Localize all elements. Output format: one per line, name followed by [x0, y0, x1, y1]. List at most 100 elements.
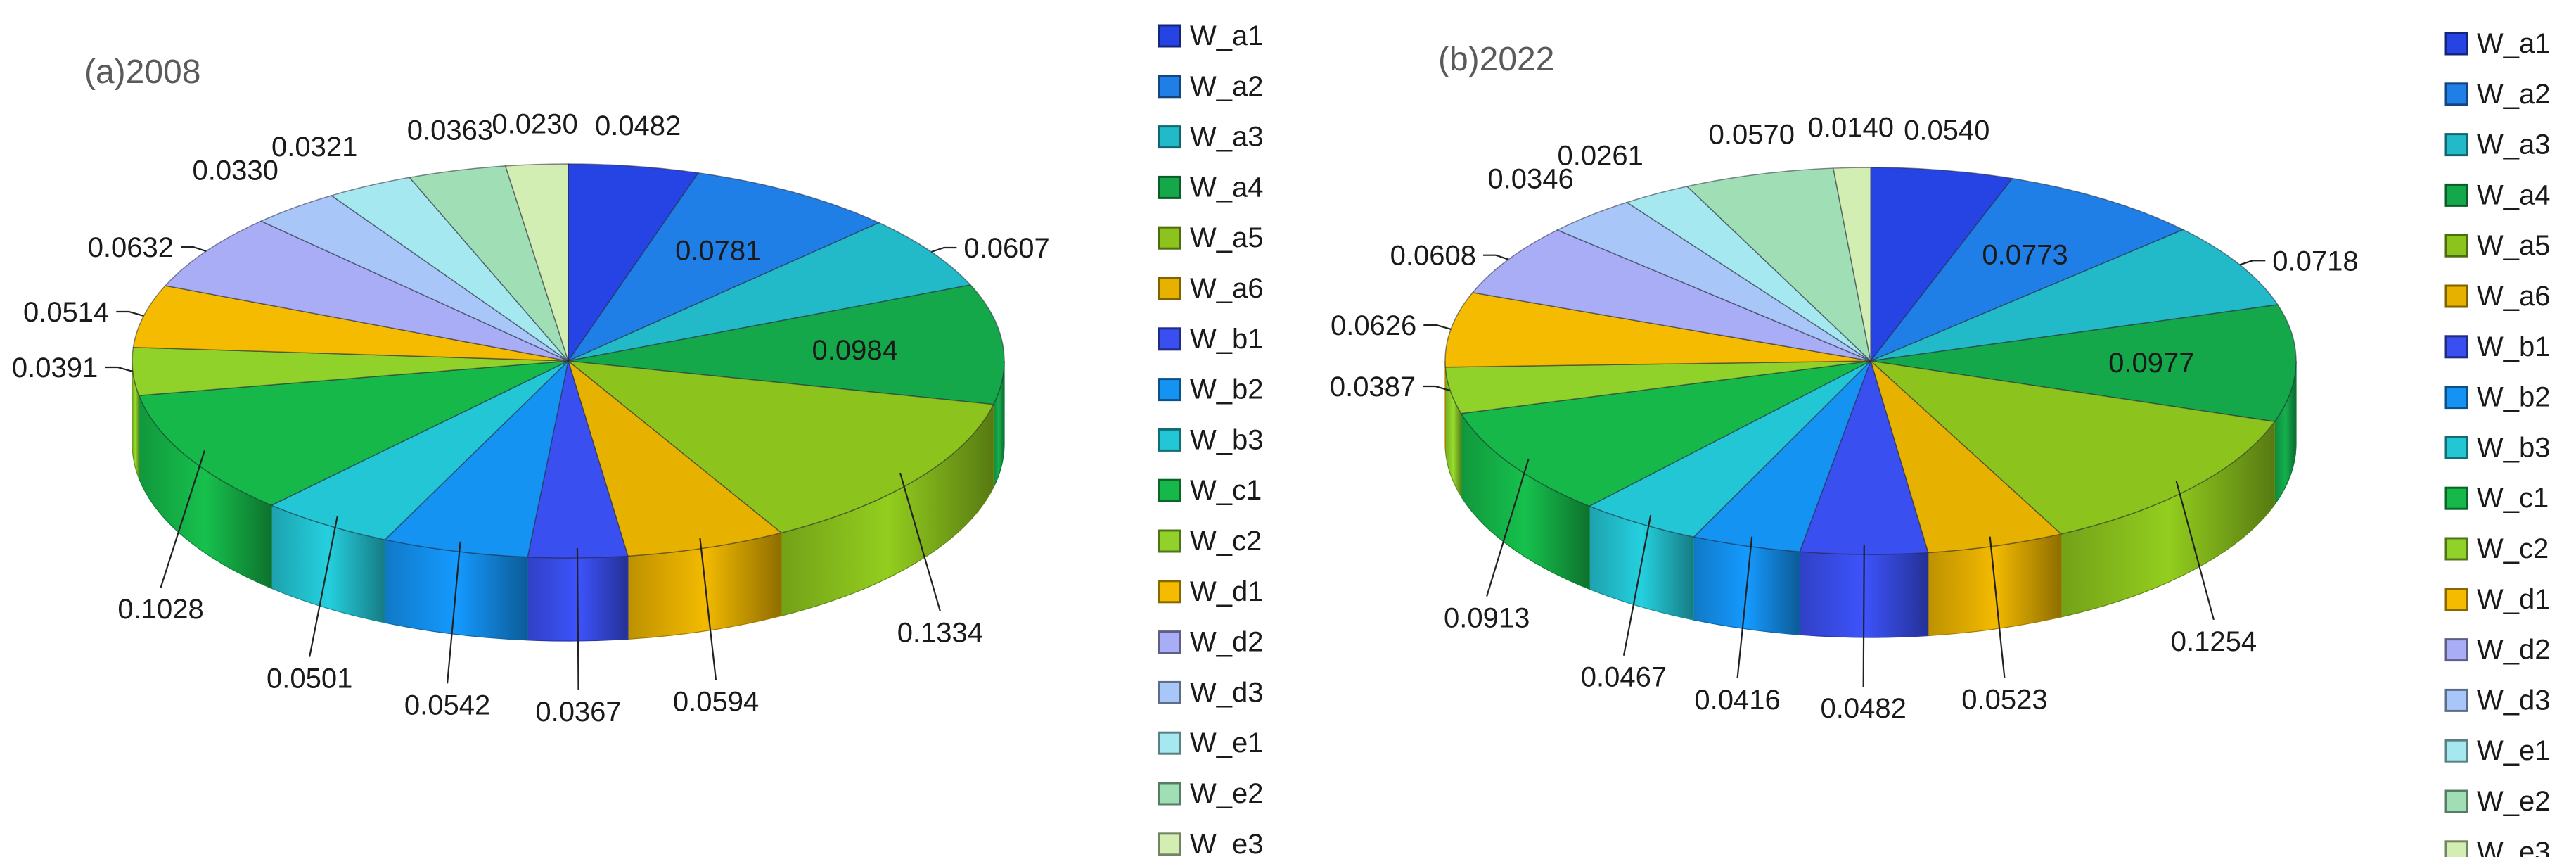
pie-chart-2022: 0.0540 0.0773 0.0718 0.0977 0.1254 0.0523 0.04… — [1330, 28, 2551, 857]
legend-swatch-W_d1 — [1158, 580, 1181, 604]
value-label-W_c2: 0.0391 — [12, 353, 98, 383]
value-label-W_d2: 0.0632 — [88, 232, 174, 263]
legend-label-W_d2: W_d2 — [2477, 635, 2551, 666]
legend-swatch-W_c1 — [1158, 478, 1181, 502]
legend-label-W_e2: W_e2 — [2477, 786, 2551, 817]
value-label-W_b2: 0.0416 — [1694, 685, 1780, 716]
legend-label-W_b3: W_b3 — [1190, 424, 1264, 455]
legend-label-W_e3: W_e3 — [2477, 837, 2551, 857]
pie-slice-W_e3 — [504, 163, 569, 362]
legend-label-W_a3: W_a3 — [1190, 122, 1264, 153]
value-label-W_d3: 0.0346 — [1487, 163, 1573, 194]
value-label-W_e3: 0.0230 — [492, 108, 577, 139]
pie-slice-W_a2 — [1869, 177, 2185, 362]
legend-swatch-W_a1 — [2444, 32, 2468, 56]
value-label-W_e2: 0.0363 — [407, 115, 493, 146]
legend-swatch-W_a4 — [2444, 183, 2468, 207]
value-label-W_e3: 0.0140 — [1808, 112, 1894, 143]
legend-label-W_d1: W_d1 — [1190, 576, 1264, 607]
value-label-W_a6: 0.0523 — [1961, 685, 2047, 716]
value-label-W_a4: 0.0984 — [812, 335, 897, 366]
legend-swatch-W_b3 — [1158, 428, 1181, 452]
legend-swatch-W_e3 — [1158, 832, 1181, 856]
value-labels: 0.0482 0.0781 0.0607 0.0984 0.1334 0.0594 0.03… — [12, 108, 1050, 728]
legend-label-W_b2: W_b2 — [1190, 374, 1264, 405]
chart-title: (b)2022 — [1438, 41, 1554, 78]
leader-line — [1622, 514, 1652, 656]
legend-label-W_a5: W_a5 — [1190, 222, 1264, 253]
pie-slice-W_b2 — [383, 359, 570, 558]
legend: W_a1 W_a2 W_a3 W_a4 W_a5 W_a6 W_b1 W_b2 W_b3 W_c1… — [1158, 20, 1264, 857]
legend-swatch-W_a6 — [1158, 277, 1181, 300]
legend-swatch-W_a6 — [2444, 284, 2468, 308]
legend-swatch-W_d3 — [1158, 680, 1181, 704]
legend-swatch-W_a5 — [1158, 226, 1181, 250]
legend-label-W_c1: W_c1 — [2477, 483, 2549, 514]
legend-swatch-W_d2 — [2444, 638, 2468, 662]
value-label-W_d1: 0.0514 — [23, 297, 109, 328]
value-label-W_d2: 0.0608 — [1390, 241, 1476, 272]
legend: W_a1 W_a2 W_a3 W_a4 W_a5 W_a6 W_b1 W_b2 W_b3 W_c1… — [2444, 28, 2551, 857]
legend-label-W_a4: W_a4 — [2477, 179, 2551, 210]
legend-label-W_a2: W_a2 — [2477, 79, 2551, 110]
legend-swatch-W_e2 — [1158, 782, 1181, 806]
value-label-W_a3: 0.0718 — [2272, 246, 2358, 277]
value-label-W_a1: 0.0540 — [1904, 115, 1989, 146]
leader-line — [1482, 254, 1509, 260]
pie-slice-W_e3 — [1832, 167, 1871, 362]
legend-label-W_d3: W_d3 — [1190, 677, 1264, 708]
legend-label-W_a5: W_a5 — [2477, 230, 2551, 261]
legend-label-W_a3: W_a3 — [2477, 129, 2551, 160]
legend-label-W_b1: W_b1 — [1190, 324, 1264, 355]
value-label-W_c1: 0.1028 — [117, 594, 203, 625]
legend-swatch-W_a1 — [1158, 24, 1181, 48]
legend-swatch-W_a5 — [2444, 234, 2468, 258]
legend-swatch-W_e1 — [1158, 731, 1181, 755]
legend-swatch-W_c2 — [2444, 537, 2468, 561]
pie-slice-W_a4 — [1870, 304, 2297, 423]
value-label-W_e2: 0.0570 — [1709, 120, 1795, 151]
pie-slice-W_a2 — [566, 172, 880, 362]
leader-line — [1989, 536, 2006, 678]
pie-slice-W_c1 — [1460, 360, 1871, 507]
legend-swatch-W_a3 — [1158, 125, 1181, 149]
leader-line — [116, 310, 144, 317]
legend-label-W_d3: W_d3 — [2477, 685, 2551, 716]
value-label-W_a2: 0.0781 — [675, 235, 761, 266]
value-label-W_e1: 0.0321 — [271, 132, 357, 163]
legend-swatch-W_a3 — [2444, 133, 2468, 157]
legend-label-W_b3: W_b3 — [2477, 432, 2551, 463]
pie-slice-W_e2 — [1686, 167, 1872, 363]
pie-slice-W_a5 — [566, 360, 994, 534]
pie-slice-W_d1 — [1444, 291, 1871, 368]
value-label-W_b1: 0.0482 — [1820, 693, 1906, 724]
leader-line — [105, 366, 134, 373]
leader-line — [309, 516, 338, 657]
pie-slices — [132, 163, 1005, 559]
value-label-W_a4: 0.0977 — [2108, 348, 2194, 379]
leader-line — [930, 246, 957, 253]
value-label-W_a1: 0.0482 — [595, 110, 681, 141]
legend-swatch-W_b1 — [1158, 327, 1181, 351]
legend-swatch-W_b2 — [2444, 386, 2468, 410]
legend-label-W_a2: W_a2 — [1190, 71, 1264, 102]
value-label-W_b2: 0.0542 — [404, 690, 490, 720]
leader-line — [1486, 458, 1530, 597]
legend-label-W_b2: W_b2 — [2477, 382, 2551, 413]
value-label-W_b3: 0.0467 — [1581, 662, 1667, 693]
legend-swatch-W_d3 — [2444, 688, 2468, 712]
pie-chart-2008: 0.0482 0.0781 0.0607 0.0984 0.1334 0.0594 0.03… — [12, 20, 1264, 857]
pie-slice-W_d1 — [132, 285, 569, 362]
legend-label-W_a6: W_a6 — [2477, 281, 2551, 312]
leader-line — [160, 450, 205, 588]
legend-swatch-W_c1 — [2444, 486, 2468, 510]
leader-line — [181, 246, 207, 253]
legend-label-W_c2: W_c2 — [1190, 526, 1262, 557]
leader-line — [446, 541, 461, 684]
legend-swatch-W_e2 — [2444, 789, 2468, 813]
leader-line — [1423, 385, 1451, 392]
value-label-W_a5: 0.1334 — [897, 618, 983, 649]
legend-label-W_a1: W_a1 — [2477, 28, 2551, 59]
leader-line — [899, 472, 941, 611]
